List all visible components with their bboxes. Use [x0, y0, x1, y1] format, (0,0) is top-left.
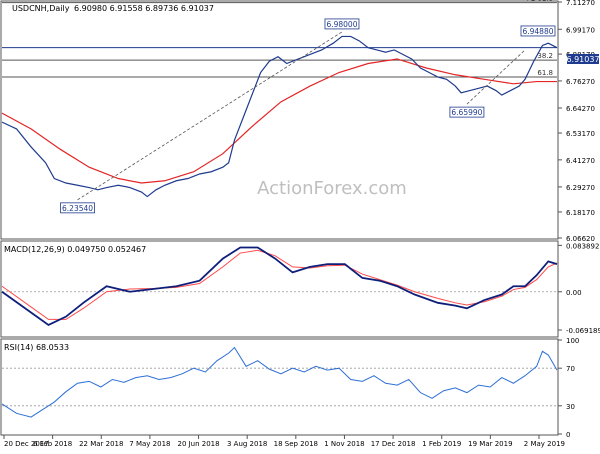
callout-label-2: 6.65990: [451, 108, 482, 117]
price-tick-label-3: 6.76270: [566, 78, 595, 86]
rsi-panel: RSI(14) 68.0533 100 70 30 0: [0, 337, 579, 439]
price-tick-label-7: 6.29270: [566, 184, 595, 192]
time-tick-label-4: 20 Jun 2018: [177, 440, 219, 448]
rsi-tick-label-2: 30: [566, 403, 575, 411]
price-levels: FE 61.8 38.2 61.8: [2, 0, 557, 78]
time-tick-label-0: 20 Dec 2017: [4, 440, 49, 448]
macd-main-line: [1, 246, 558, 326]
rsi-frame: [0, 338, 559, 436]
price-ohlc: 6.90980 6.91558 6.89736 6.91037: [74, 4, 214, 13]
callout-box-2: [449, 106, 485, 118]
moving-average-line: [1, 58, 557, 184]
time-tick-label-8: 17 Dec 2018: [371, 440, 416, 448]
price-tick-label-1: 6.99170: [566, 26, 595, 34]
callout-box-3: [520, 25, 556, 37]
macd-tick-label-0: 0.083892: [566, 242, 599, 250]
rsi-levels: [2, 367, 557, 407]
trendline-0: [77, 31, 343, 201]
macd-panel: MACD(12,26,9) 0.049750 0.052467 0.083892…: [0, 240, 600, 338]
time-tick-label-11: 2 May 2019: [524, 440, 565, 448]
price-tick-label-4: 6.64270: [566, 105, 595, 113]
price-series: [1, 35, 558, 198]
time-tick-label-10: 19 Mar 2019: [468, 440, 512, 448]
macd-frame: [0, 240, 559, 338]
price-title: USDCNH,Daily: [12, 4, 70, 13]
time-tick-label-1: 6 Feb 2018: [33, 440, 72, 448]
callout-box-1: [324, 18, 360, 30]
price-level-label-2: 38.2: [537, 52, 553, 60]
trendline-1: [466, 49, 526, 105]
rsi-axis: 100 70 30 0: [558, 337, 579, 439]
rsi-tick-label-1: 70: [566, 365, 575, 373]
macd-signal-line: [1, 249, 558, 320]
price-tick-label-0: 7.11270: [566, 0, 595, 7]
price-level-label-3: 61.8: [537, 69, 553, 77]
watermark: ActionForex.com: [257, 178, 407, 199]
price-trendlines: [77, 31, 526, 201]
time-tick-label-5: 3 Aug 2018: [227, 440, 267, 448]
macd-tick-label-1: 0.00: [566, 289, 582, 297]
callout-label-3: 6.94880: [522, 27, 553, 36]
current-price-tag: [567, 54, 599, 64]
rsi-line: [1, 346, 558, 418]
price-line: [1, 35, 558, 198]
rsi-tick-label-3: 0: [566, 431, 570, 439]
price-frame: [0, 0, 559, 240]
macd-lines: [1, 246, 558, 326]
price-callouts: 6.23540 6.98000 6.65990 6.94880: [60, 18, 556, 214]
price-tick-label-6: 6.41270: [566, 157, 595, 165]
rsi-tick-label-0: 100: [566, 337, 579, 345]
callout-label-1: 6.98000: [326, 20, 357, 29]
callout-box-0: [60, 202, 95, 214]
price-tick-label-5: 6.53170: [566, 130, 595, 138]
time-tick-label-6: 18 Sep 2018: [274, 440, 318, 448]
rsi-title: RSI(14) 68.0533: [4, 343, 69, 352]
current-price-label: 6.91037: [566, 55, 599, 64]
price-moving-average: [1, 58, 557, 184]
price-panel: USDCNH,Daily 6.90980 6.91558 6.89736 6.9…: [0, 0, 600, 243]
price-tick-label-9: 6.06620: [566, 235, 595, 243]
time-tick-label-7: 1 Nov 2018: [324, 440, 364, 448]
macd-axis: 0.083892 0.00 -0.069189: [558, 242, 600, 335]
time-tick-label-3: 7 May 2018: [129, 440, 170, 448]
rsi-series: [1, 346, 558, 418]
time-tick-label-9: 1 Feb 2019: [422, 440, 461, 448]
macd-title: MACD(12,26,9) 0.049750 0.052467: [4, 245, 146, 254]
price-level-label-0: FE 61.8: [527, 0, 553, 3]
price-tick-label-8: 6.18170: [566, 209, 595, 217]
callout-label-0: 6.23540: [62, 204, 93, 213]
time-tick-label-2: 22 Mar 2018: [79, 440, 123, 448]
macd-tick-label-2: -0.069189: [566, 327, 600, 335]
